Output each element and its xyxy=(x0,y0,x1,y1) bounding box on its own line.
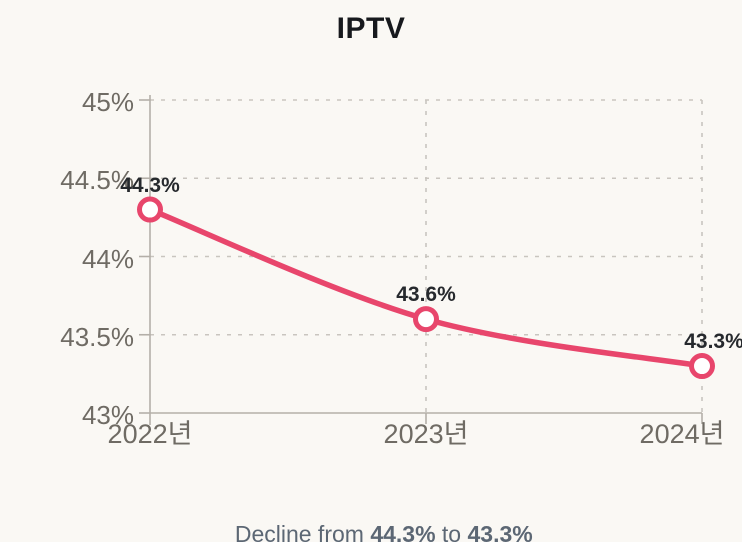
caption-prefix-text: Decline from xyxy=(234,521,371,542)
data-point-marker xyxy=(689,353,715,380)
chart-caption: Decline from 44.3% to 43.3% xyxy=(0,494,742,542)
caption-connector-text: to xyxy=(435,521,468,542)
chart-title: IPTV xyxy=(336,12,406,45)
caption-to-value: 43.3% xyxy=(467,521,533,542)
data-point-marker xyxy=(137,196,163,223)
data-point-marker xyxy=(413,306,439,333)
caption-from-value: 44.3% xyxy=(370,521,436,542)
